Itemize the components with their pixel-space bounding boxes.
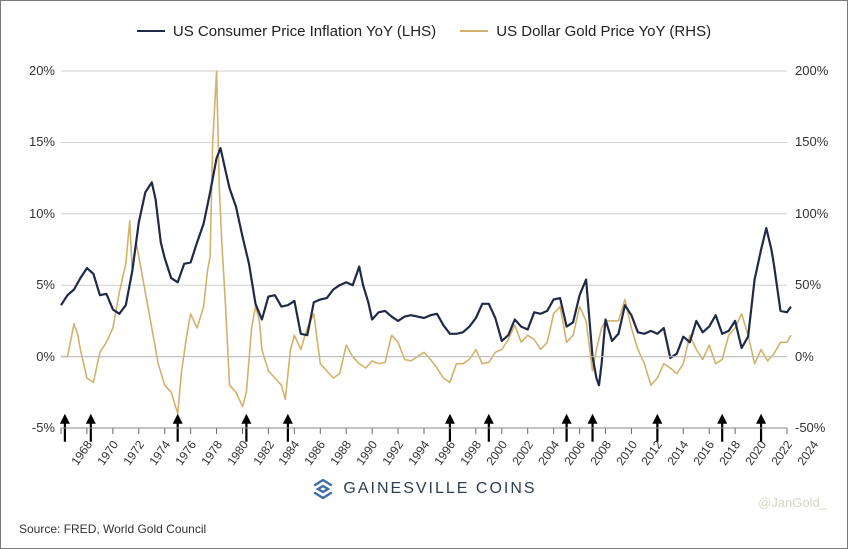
y-right-tick-label: -50% bbox=[795, 420, 845, 435]
legend-label-cpi: US Consumer Price Inflation YoY (LHS) bbox=[173, 23, 436, 40]
y-right-tick-label: 150% bbox=[795, 134, 845, 149]
x-tick-label: 1992 bbox=[380, 438, 407, 468]
x-tick-label: 1994 bbox=[405, 438, 432, 468]
legend-swatch-gold bbox=[460, 30, 488, 32]
brand-text: GAINESVILLE COINS bbox=[343, 480, 536, 498]
y-left-tick-label: 0% bbox=[5, 349, 55, 364]
x-tick-label: 1996 bbox=[431, 438, 458, 468]
y-right-tick-label: 0% bbox=[795, 349, 845, 364]
x-tick-label: 1998 bbox=[457, 438, 484, 468]
x-tick-label: 1988 bbox=[328, 438, 355, 468]
x-tick-label: 2012 bbox=[639, 438, 666, 468]
x-tick-label: 2022 bbox=[768, 438, 795, 468]
x-tick-label: 2014 bbox=[665, 438, 692, 468]
chart-frame: US Consumer Price Inflation YoY (LHS) US… bbox=[0, 0, 848, 549]
brand-logo: GAINESVILLE COINS bbox=[311, 477, 536, 501]
x-tick-label: 2000 bbox=[483, 438, 510, 468]
x-tick-label: 2008 bbox=[587, 438, 614, 468]
x-tick-label: 2016 bbox=[691, 438, 718, 468]
y-right-tick-label: 200% bbox=[795, 63, 845, 78]
legend-item-gold: US Dollar Gold Price YoY (RHS) bbox=[460, 23, 711, 40]
y-left-tick-label: 10% bbox=[5, 206, 55, 221]
legend-item-cpi: US Consumer Price Inflation YoY (LHS) bbox=[137, 23, 436, 40]
legend: US Consumer Price Inflation YoY (LHS) US… bbox=[1, 19, 847, 40]
brand-icon bbox=[311, 477, 335, 501]
legend-swatch-cpi bbox=[137, 30, 165, 32]
x-tick-label: 1972 bbox=[120, 438, 147, 468]
y-left-tick-label: 20% bbox=[5, 63, 55, 78]
x-tick-label: 1980 bbox=[224, 438, 251, 468]
x-tick-label: 1976 bbox=[172, 438, 199, 468]
x-tick-label: 1984 bbox=[276, 438, 303, 468]
y-right-tick-label: 50% bbox=[795, 277, 845, 292]
x-tick-label: 2006 bbox=[561, 438, 588, 468]
x-tick-label: 2004 bbox=[535, 438, 562, 468]
x-tick-label: 1974 bbox=[146, 438, 173, 468]
y-left-tick-label: 15% bbox=[5, 134, 55, 149]
x-tick-label: 1978 bbox=[198, 438, 225, 468]
watermark: @JanGold_ bbox=[758, 495, 827, 510]
x-tick-label: 2010 bbox=[613, 438, 640, 468]
plot-area bbox=[61, 71, 787, 428]
x-tick-label: 2024 bbox=[794, 438, 821, 468]
y-left-tick-label: -5% bbox=[5, 420, 55, 435]
x-tick-label: 2018 bbox=[717, 438, 744, 468]
x-tick-label: 2020 bbox=[743, 438, 770, 468]
x-tick-label: 1990 bbox=[354, 438, 381, 468]
chart-svg bbox=[61, 71, 787, 428]
x-tick-label: 1986 bbox=[302, 438, 329, 468]
y-left-tick-label: 5% bbox=[5, 277, 55, 292]
x-tick-label: 2002 bbox=[509, 438, 536, 468]
source-text: Source: FRED, World Gold Council bbox=[19, 522, 206, 536]
legend-label-gold: US Dollar Gold Price YoY (RHS) bbox=[496, 23, 711, 40]
x-tick-label: 1968 bbox=[68, 438, 95, 468]
y-right-tick-label: 100% bbox=[795, 206, 845, 221]
x-tick-label: 1982 bbox=[250, 438, 277, 468]
brand-footer: GAINESVILLE COINS bbox=[1, 477, 847, 506]
x-tick-label: 1970 bbox=[94, 438, 121, 468]
